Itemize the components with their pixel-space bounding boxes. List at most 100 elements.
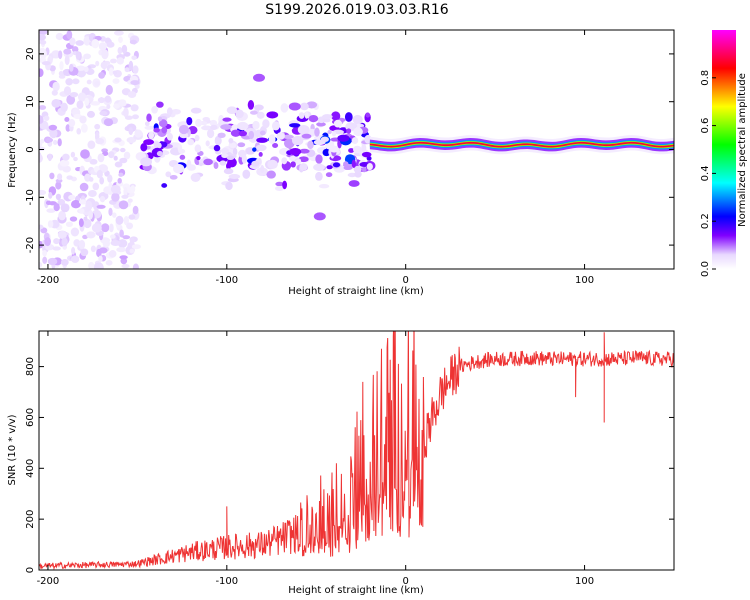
noise-blob <box>126 136 137 144</box>
signal-blob <box>156 101 164 108</box>
signal-blob <box>205 140 210 147</box>
noise-blob <box>105 260 113 266</box>
signal-blob <box>252 147 257 152</box>
signal-blob <box>228 137 234 144</box>
noise-blob <box>85 200 93 211</box>
noise-blob <box>118 172 124 177</box>
signal-blob <box>306 101 318 109</box>
signal-blob <box>253 104 264 111</box>
signal-blob <box>314 127 320 137</box>
noise-blob <box>95 137 105 145</box>
signal-blob <box>366 162 373 171</box>
noise-blob <box>53 238 60 245</box>
signal-blob <box>194 144 202 153</box>
noise-blob <box>129 237 135 244</box>
noise-blob <box>121 194 129 199</box>
noise-blob <box>101 49 109 60</box>
noise-blob <box>53 203 60 212</box>
y-tick-label: -10 <box>25 189 36 205</box>
noise-blob <box>60 203 70 213</box>
noise-blob <box>124 115 133 120</box>
signal-blob <box>151 105 158 114</box>
signal-blob <box>248 130 255 140</box>
noise-blob <box>114 161 123 168</box>
signal-blob <box>219 160 227 166</box>
signal-blob <box>158 119 168 128</box>
signal-blob <box>250 110 258 115</box>
signal-blob <box>331 131 337 137</box>
noise-blob <box>129 39 138 45</box>
signal-blob <box>295 159 302 165</box>
noise-blob <box>112 70 118 75</box>
noise-blob <box>101 223 110 233</box>
noise-blob <box>123 186 128 197</box>
signal-blob <box>226 106 238 114</box>
noise-blob <box>58 50 63 60</box>
snr-axes: -200 -100 0 100 0 200 400 600 800 <box>25 331 674 587</box>
signal-blob <box>153 142 162 149</box>
signal-blob <box>298 156 309 163</box>
signal-blob <box>226 155 235 161</box>
signal-blob <box>209 119 218 126</box>
noise-blob <box>118 100 127 107</box>
noise-blob <box>79 182 89 192</box>
noise-blob <box>62 165 72 173</box>
spectral-line-band <box>369 141 674 148</box>
y-tick-label: 20 <box>25 48 36 61</box>
signal-blob <box>161 183 168 188</box>
noise-blob <box>81 123 88 133</box>
signal-blob <box>213 144 221 152</box>
noise-blob <box>86 231 96 239</box>
signal-blob <box>352 114 363 125</box>
noise-blob <box>48 192 53 199</box>
signal-blob <box>288 123 301 128</box>
noise-blob <box>59 61 64 71</box>
noise-blob <box>66 175 73 180</box>
noise-blob <box>117 177 122 184</box>
signal-blob <box>353 145 362 154</box>
y-tick-label: 10 <box>25 95 36 108</box>
noise-blob <box>100 61 108 69</box>
noise-blob <box>45 137 54 143</box>
signal-blob <box>256 137 268 143</box>
signal-blob <box>301 133 312 139</box>
noise-blob <box>47 153 52 162</box>
noise-blob <box>78 208 85 214</box>
noise-blob <box>62 153 70 161</box>
noise-blob <box>113 155 118 161</box>
signal-blob <box>214 135 222 146</box>
signal-blob <box>297 124 310 135</box>
noise-blob <box>131 244 141 250</box>
signal-blob <box>144 121 150 127</box>
noise-blob <box>103 118 114 127</box>
signal-blob <box>266 170 276 179</box>
noise-blob <box>78 218 84 228</box>
noise-blob <box>40 138 45 144</box>
noise-blob <box>122 235 131 240</box>
noise-blob <box>130 104 139 112</box>
noise-blob <box>87 140 96 150</box>
noise-blob <box>96 169 103 179</box>
noise-blob <box>119 157 128 164</box>
signal-blob <box>292 135 304 146</box>
noise-blob <box>99 110 108 116</box>
signal-blob <box>140 157 153 167</box>
noise-blob <box>129 248 135 254</box>
signal-blob <box>225 181 233 191</box>
signal-blob <box>282 180 288 190</box>
signal-blob <box>166 107 173 116</box>
signal-blob <box>237 142 246 148</box>
signal-blob <box>252 120 260 130</box>
noise-blob <box>83 36 91 46</box>
y-tick-label: 0 <box>25 146 36 152</box>
y-tick-label: 400 <box>25 459 36 478</box>
signal-blob <box>329 145 339 153</box>
noise-blob <box>41 61 51 66</box>
noise-blob <box>126 222 134 230</box>
signal-blob <box>213 161 219 170</box>
noise-blob <box>130 80 140 86</box>
noise-blob <box>110 234 116 239</box>
signal-blob <box>237 121 249 131</box>
signal-blob <box>332 162 341 168</box>
